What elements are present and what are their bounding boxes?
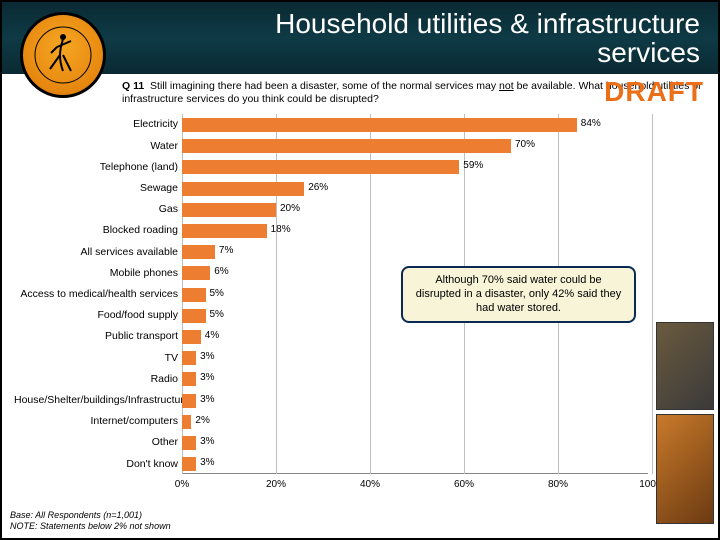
chart-row: TV 3% (12, 349, 648, 367)
x-tick-label: 0% (175, 479, 189, 490)
bar (182, 309, 206, 323)
bar (182, 245, 215, 259)
category-label: Internet/computers (14, 416, 182, 427)
bar (182, 372, 196, 386)
chart-row: Gas 20% (12, 201, 648, 219)
category-label: Food/food supply (14, 310, 182, 321)
bar-value-label: 2% (195, 415, 209, 426)
slide-title: Household utilities & infrastructure ser… (275, 9, 700, 68)
question-part-a: Still imagining there had been a disaste… (150, 80, 499, 92)
callout-text: Although 70% said water could be disrupt… (416, 274, 621, 314)
title-line2: services (275, 38, 700, 67)
x-tick-label: 80% (548, 479, 568, 490)
chart-row: Internet/computers 2% (12, 413, 648, 431)
bar-value-label: 3% (200, 436, 214, 447)
bar (182, 330, 201, 344)
bar-value-label: 3% (200, 457, 214, 468)
footnote-base: Base: All Respondents (n=1,001) (10, 510, 171, 521)
bar-value-label: 26% (308, 182, 328, 193)
category-label: All services available (14, 247, 182, 258)
bar (182, 415, 191, 429)
bar-value-label: 5% (210, 309, 224, 320)
bar-value-label: 20% (280, 203, 300, 214)
draft-watermark: DRAFT (604, 76, 704, 108)
bar-value-label: 84% (581, 118, 601, 129)
bar (182, 139, 511, 153)
chart-row: Water 70% (12, 137, 648, 155)
chart-row: Sewage 26% (12, 180, 648, 198)
side-photo-1 (656, 322, 714, 410)
bar-value-label: 3% (200, 372, 214, 383)
callout-box: Although 70% said water could be disrupt… (401, 266, 636, 323)
bar-value-label: 59% (463, 160, 483, 171)
x-tick-label: 60% (454, 479, 474, 490)
category-label: Other (14, 437, 182, 448)
x-tick-label: 20% (266, 479, 286, 490)
bar (182, 203, 276, 217)
chart-row: Other 3% (12, 434, 648, 452)
bar-value-label: 3% (200, 351, 214, 362)
chart-row: Public transport 4% (12, 328, 648, 346)
bar-value-label: 4% (205, 330, 219, 341)
category-label: Telephone (land) (14, 162, 182, 173)
category-label: Don't know (14, 459, 182, 470)
title-line1: Household utilities & infrastructure (275, 9, 700, 38)
bar-value-label: 5% (210, 288, 224, 299)
footnote-note: NOTE: Statements below 2% not shown (10, 521, 171, 532)
brand-logo (20, 12, 106, 98)
category-label: Water (14, 141, 182, 152)
archer-icon (33, 25, 93, 85)
bar-value-label: 70% (515, 139, 535, 150)
bar (182, 436, 196, 450)
category-label: Radio (14, 374, 182, 385)
side-photo-2 (656, 414, 714, 524)
bar (182, 351, 196, 365)
bar-value-label: 18% (271, 224, 291, 235)
category-label: Sewage (14, 183, 182, 194)
bar (182, 224, 267, 238)
category-label: House/Shelter/buildings/Infrastructure (14, 395, 182, 406)
chart-row: House/Shelter/buildings/Infrastructure 3% (12, 392, 648, 410)
chart-row: Telephone (land) 59% (12, 158, 648, 176)
bar (182, 182, 304, 196)
slide: Household utilities & infrastructure ser… (0, 0, 720, 540)
category-label: Gas (14, 204, 182, 215)
bar-value-label: 6% (214, 266, 228, 277)
category-label: TV (14, 353, 182, 364)
footnote: Base: All Respondents (n=1,001) NOTE: St… (10, 510, 171, 532)
bar-value-label: 3% (200, 394, 214, 405)
bar (182, 394, 196, 408)
category-label: Public transport (14, 331, 182, 342)
question-not: not (499, 80, 514, 92)
bar (182, 457, 196, 471)
bar (182, 288, 206, 302)
chart-row: All services available 7% (12, 243, 648, 261)
chart-row: Blocked roading 18% (12, 222, 648, 240)
x-tick-label: 40% (360, 479, 380, 490)
bar (182, 266, 210, 280)
category-label: Mobile phones (14, 268, 182, 279)
bar (182, 118, 577, 132)
category-label: Access to medical/health services (14, 289, 182, 300)
header-band: Household utilities & infrastructure ser… (2, 2, 718, 74)
category-label: Electricity (14, 119, 182, 130)
chart-row: Electricity 84% (12, 116, 648, 134)
gridline (652, 114, 653, 474)
chart-row: Radio 3% (12, 370, 648, 388)
chart-row: Don't know 3% (12, 455, 648, 473)
bar-value-label: 7% (219, 245, 233, 256)
category-label: Blocked roading (14, 225, 182, 236)
bar (182, 160, 459, 174)
question-prefix: Q 11 (122, 80, 144, 92)
